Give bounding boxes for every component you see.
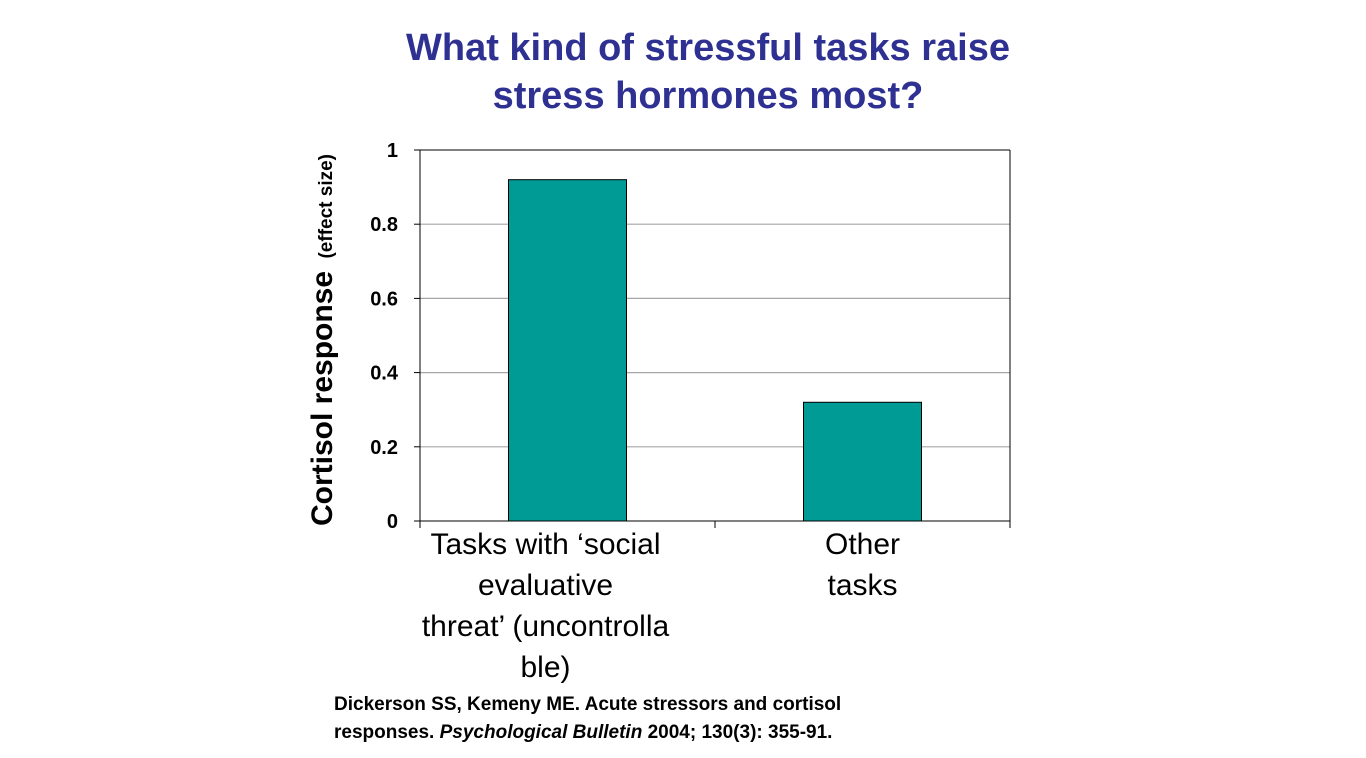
slide-title-line-2: stress hormones most? xyxy=(492,75,924,117)
slide-title-line-1: What kind of stressful tasks raise xyxy=(406,27,1010,69)
x-category-label-line: evaluative xyxy=(478,569,613,602)
citation-line-2: responses. Psychological Bulletin 2004; … xyxy=(334,719,832,747)
y-tick-label: 0.2 xyxy=(370,437,398,459)
axes xyxy=(414,149,1011,528)
bar xyxy=(508,179,627,522)
x-category-label-line: Other xyxy=(825,528,900,561)
y-tick-label: 0.4 xyxy=(370,363,399,385)
y-tick-label: 0.8 xyxy=(370,214,398,236)
y-axis-label-main: Cortisol response xyxy=(306,271,339,526)
x-category-label: Tasks with ‘social evaluative threat’ (unc… xyxy=(422,528,670,684)
citation-suffix: 2004; 130(3): 355-91. xyxy=(642,722,833,743)
x-category-label-line: ble) xyxy=(520,651,570,684)
y-tick-label: 0 xyxy=(387,511,398,533)
bar-chart: 0 0.2 0.4 0.6 0.8 1 Tasks with ‘social evaluat… xyxy=(306,140,1011,684)
x-category-label: Other tasks xyxy=(825,528,900,602)
citation-journal: Psychological Bulletin xyxy=(439,722,643,743)
x-category-label-line: threat’ (uncontrolla xyxy=(422,610,670,643)
citation-prefix: responses. xyxy=(334,722,440,743)
y-tick-label: 0.6 xyxy=(370,288,398,310)
x-category-labels: Tasks with ‘social evaluative threat’ (unc… xyxy=(422,528,900,684)
citation-line-1: Dickerson SS, Kemeny ME. Acute stressors… xyxy=(334,694,842,715)
y-tick-labels: 0 0.2 0.4 0.6 0.8 1 xyxy=(370,140,399,533)
y-axis-label: Cortisol response (effect size) xyxy=(306,154,339,526)
x-category-label-line: tasks xyxy=(827,569,897,602)
x-category-label-line: Tasks with ‘social xyxy=(430,528,660,561)
bar xyxy=(803,401,922,522)
y-axis-label-sub: (effect size) xyxy=(316,154,337,259)
bars xyxy=(508,179,922,522)
y-tick-label: 1 xyxy=(387,140,398,162)
